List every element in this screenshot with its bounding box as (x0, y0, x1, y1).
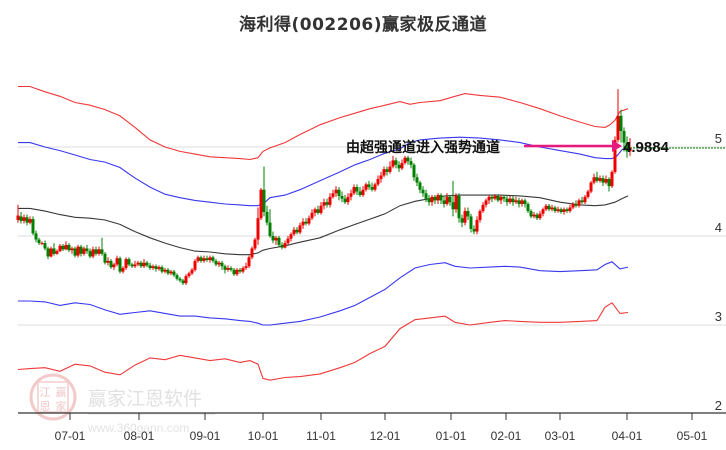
value-label: 4.9884 (623, 139, 670, 156)
upper-outer-band (18, 85, 629, 161)
x-tick-label: 01-01 (436, 429, 467, 443)
arrow-head-icon (612, 140, 622, 152)
chart-title: 海利得(002206)赢家极反通道 (238, 15, 487, 35)
x-tick-label: 02-01 (491, 429, 522, 443)
annotation-text: 由超强通道进入强势通道 (346, 139, 500, 156)
annotation: 由超强通道进入强势通道 4.9884 (346, 139, 670, 156)
channel-bands (17, 85, 629, 381)
x-tick-label: 10-01 (248, 429, 279, 443)
y-tick-label: 2 (715, 398, 722, 413)
svg-text:恩: 恩 (40, 400, 51, 413)
svg-text:江: 江 (40, 386, 51, 399)
lower-inner-band (18, 261, 629, 326)
y-tick-label: 3 (715, 309, 722, 324)
watermark-name: 赢家江恩软件 (88, 388, 202, 410)
grid-lines (18, 146, 726, 326)
x-tick-label: 07-01 (55, 429, 86, 443)
y-tick-label: 5 (715, 131, 722, 146)
watermark: 江 赢 恩 家 赢家江恩软件 www.360gann.com (29, 373, 215, 435)
x-tick-label: 09-01 (190, 429, 221, 443)
seal-icon (29, 373, 77, 421)
axes: 2 3 4 5 07-01 08-01 09-01 10-01 11-01 12-01 01-01 0… (18, 131, 726, 443)
upper-inner-band (18, 136, 629, 207)
mid-line (18, 194, 629, 256)
svg-text:家: 家 (56, 399, 67, 413)
x-tick-label: 08-01 (124, 429, 155, 443)
svg-text:赢: 赢 (56, 385, 67, 399)
x-tick-label: 03-01 (545, 429, 576, 443)
x-tick-label: 11-01 (306, 429, 336, 443)
y-tick-label: 4 (715, 220, 722, 235)
watermark-url: www.360gann.com (87, 421, 189, 435)
x-tick-label: 05-01 (677, 429, 708, 443)
lower-outer-band (17, 302, 629, 381)
candlesticks (16, 89, 632, 285)
x-tick-label: 04-01 (612, 429, 643, 443)
x-tick-label: 12-01 (370, 429, 401, 443)
